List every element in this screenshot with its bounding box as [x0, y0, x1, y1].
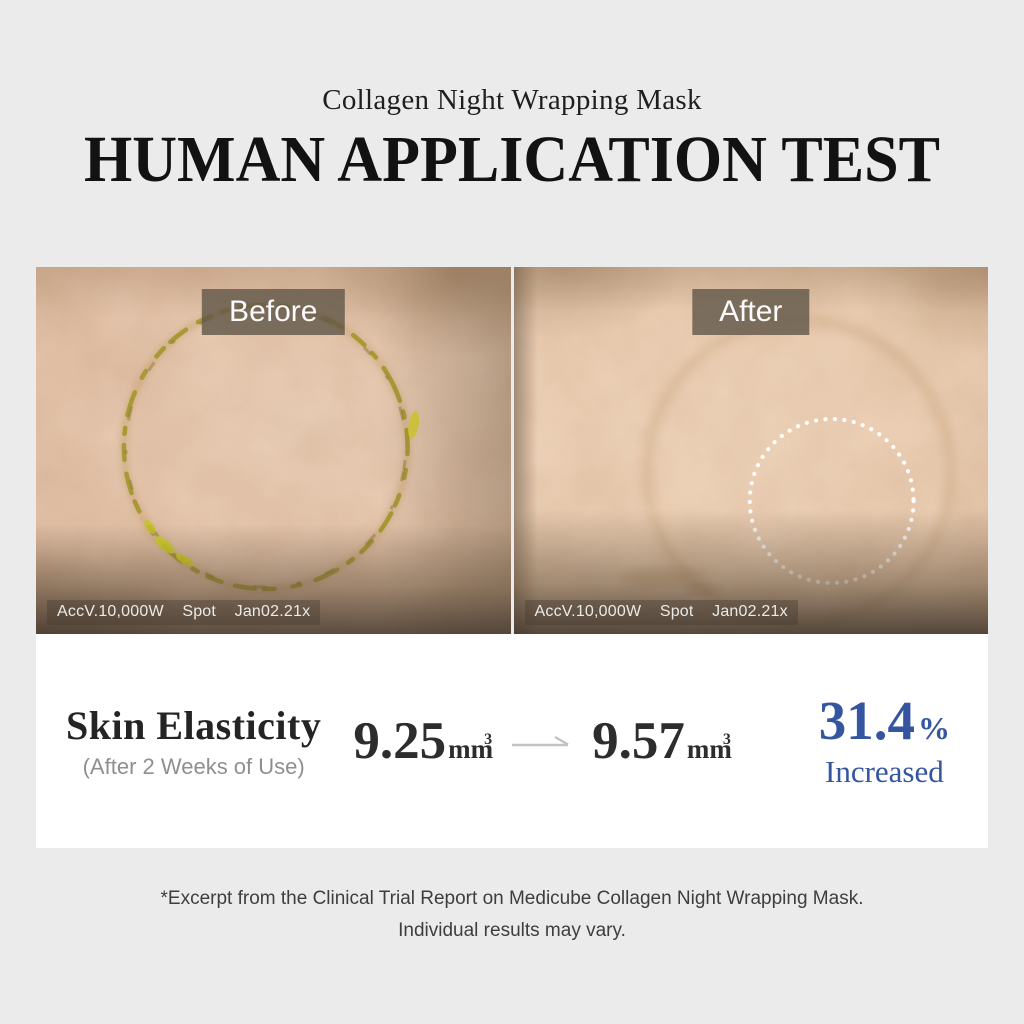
page-title: HUMAN APPLICATION TEST: [83, 123, 941, 196]
change-stat: 31.4% Increased: [819, 693, 958, 790]
after-photo-metadata: AccV.10,000W Spot Jan02.21x: [524, 600, 798, 625]
before-after-comparison: Before AccV.10,000W Spot Jan02.21x Afte: [36, 267, 988, 634]
results-panel: Skin Elasticity (After 2 Weeks of Use) 9…: [36, 634, 988, 848]
unit-text: mm: [448, 734, 494, 764]
before-label: Before: [202, 289, 345, 335]
footnote-line1: *Excerpt from the Clinical Trial Report …: [160, 888, 864, 909]
change-percentage: 31.4%: [819, 693, 950, 748]
after-value: 9.57mm3: [592, 711, 732, 771]
before-label-text: Before: [229, 295, 318, 328]
after-label: After: [692, 289, 810, 335]
after-label-text: After: [719, 295, 783, 328]
unit-exponent: 3: [484, 731, 493, 748]
product-name: Collagen Night Wrapping Mask: [322, 84, 702, 116]
metric-condition: (After 2 Weeks of Use): [82, 754, 305, 779]
unit-label: mm3: [686, 731, 732, 764]
before-value-number: 9.25: [353, 712, 447, 770]
before-photo-metadata: AccV.10,000W Spot Jan02.21x: [47, 600, 321, 625]
arrow-right-icon: [512, 735, 569, 747]
unit-text: mm: [686, 734, 732, 764]
footnote-line2: Individual results may vary.: [398, 920, 626, 941]
footnote: *Excerpt from the Clinical Trial Report …: [0, 883, 1024, 947]
change-direction-label: Increased: [825, 753, 944, 789]
metric-block: Skin Elasticity (After 2 Weeks of Use): [66, 702, 321, 780]
metric-name: Skin Elasticity: [66, 703, 322, 748]
unit-label: mm3: [448, 731, 494, 764]
change-number: 31.4: [818, 689, 915, 751]
before-value: 9.25mm3: [353, 711, 494, 771]
unit-exponent: 3: [722, 731, 731, 748]
after-value-number: 9.57: [592, 712, 685, 770]
percent-sign: %: [918, 709, 950, 746]
after-photo: After AccV.10,000W Spot Jan02.21x: [513, 267, 988, 634]
before-photo: Before AccV.10,000W Spot Jan02.21x: [36, 267, 511, 634]
